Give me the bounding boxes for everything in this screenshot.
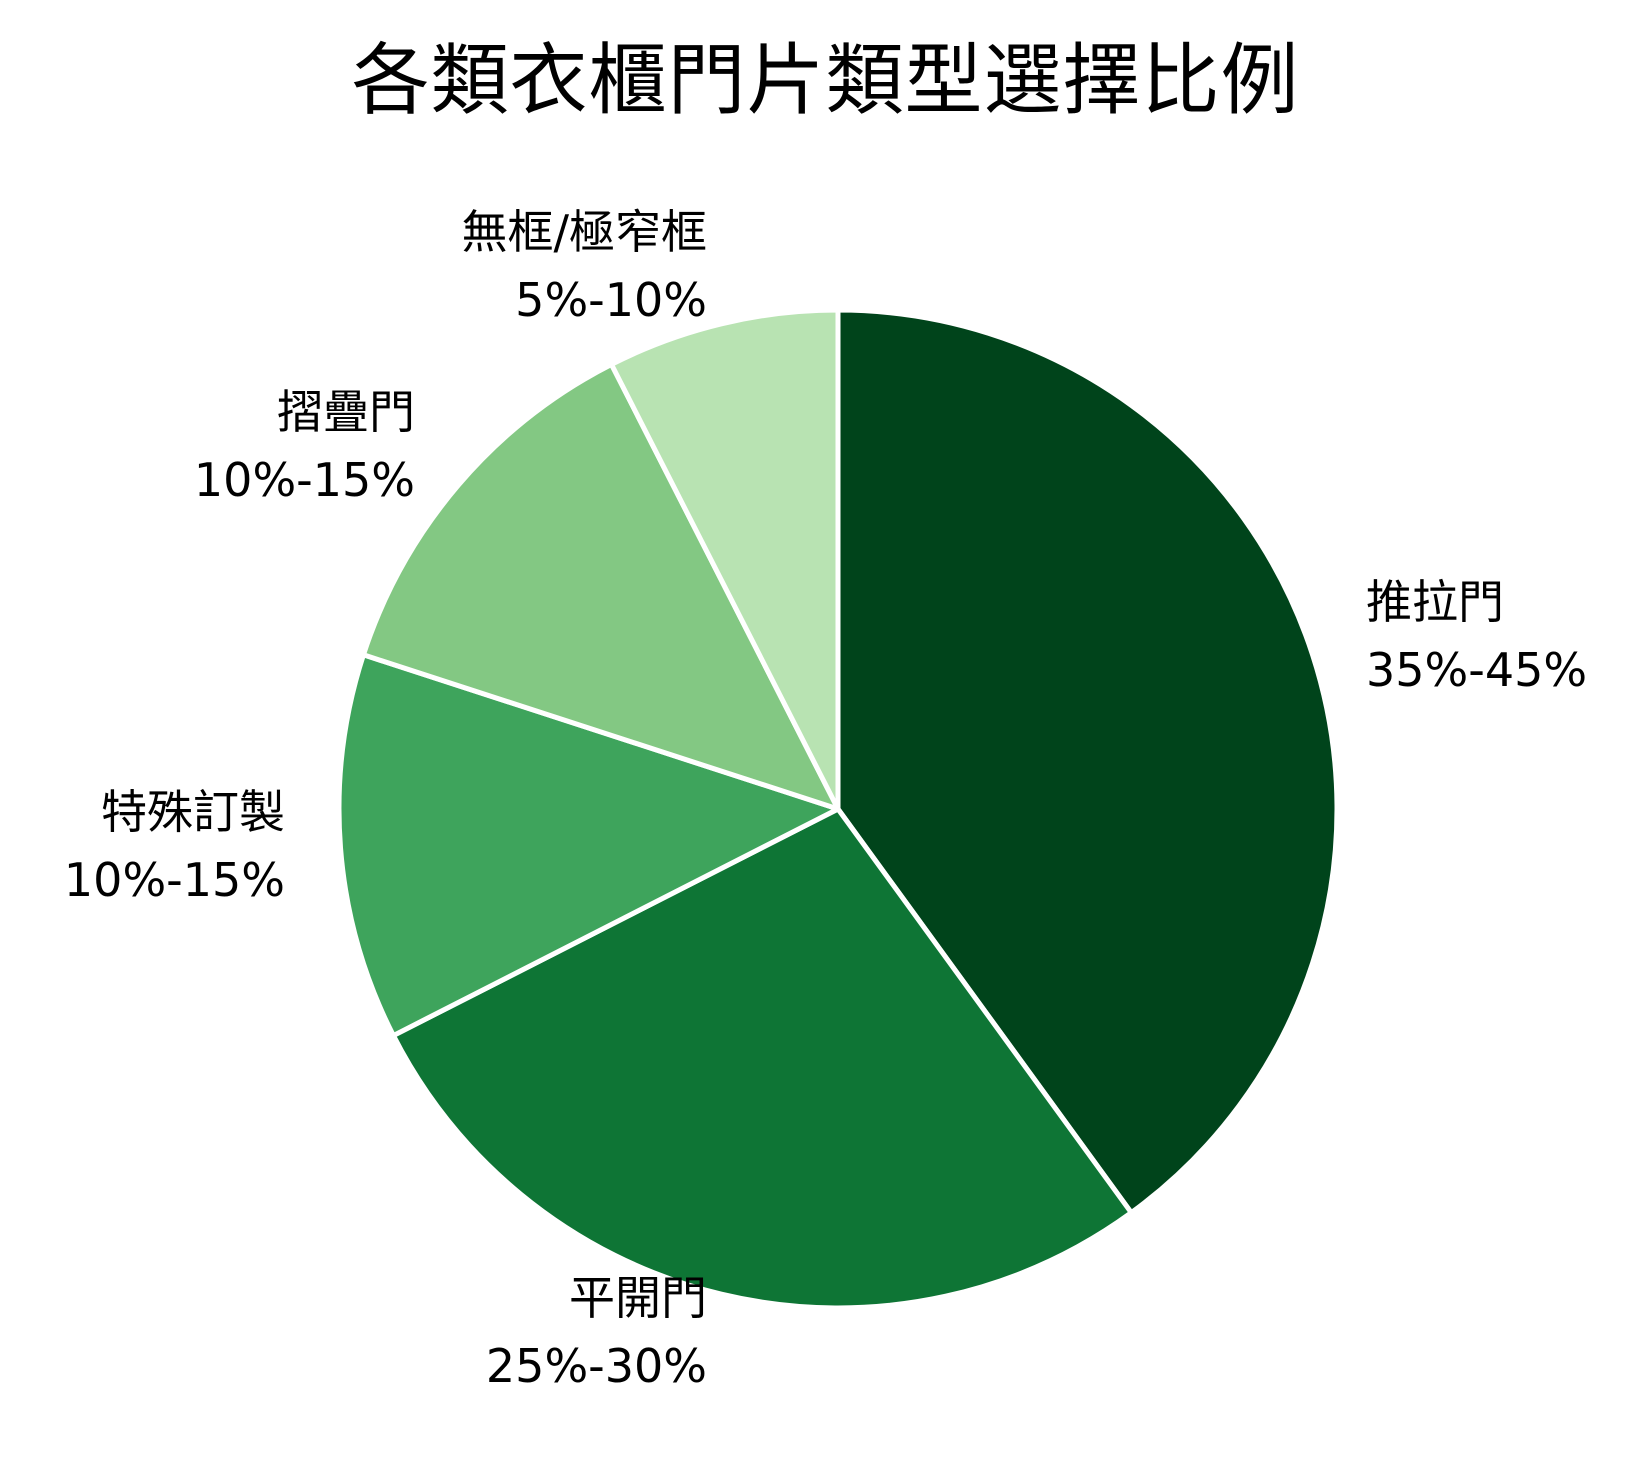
label-name: 平開門	[569, 1271, 707, 1325]
pie-slice-2	[336, 652, 841, 1039]
label-range: 25%-30%	[485, 1339, 707, 1393]
label-swing-door: 平開門 25%-30%	[486, 1264, 707, 1400]
label-frameless: 無框/極窄框 5%-10%	[462, 198, 708, 334]
label-name: 摺疊門	[277, 385, 415, 439]
label-range: 10%-15%	[63, 853, 285, 907]
label-range: 35%-45%	[1366, 643, 1588, 697]
label-name: 推拉門	[1366, 575, 1504, 629]
pie-slice-1	[390, 806, 1134, 1311]
pie-slice-4	[608, 307, 841, 812]
chart-title: 各類衣櫃門片類型選擇比例	[351, 36, 1300, 126]
label-sliding-door: 推拉門 35%-45%	[1366, 568, 1587, 704]
label-folding-door: 摺疊門 10%-15%	[194, 378, 415, 514]
label-custom: 特殊訂製 10%-15%	[64, 778, 285, 914]
label-name: 無框/極窄框	[461, 205, 708, 259]
label-range: 5%-10%	[515, 273, 707, 327]
label-range: 10%-15%	[193, 453, 415, 507]
pie-slice-0	[835, 307, 1340, 1216]
label-name: 特殊訂製	[101, 785, 285, 839]
pie-slices	[336, 307, 1340, 1311]
pie-slice-3	[360, 361, 841, 812]
